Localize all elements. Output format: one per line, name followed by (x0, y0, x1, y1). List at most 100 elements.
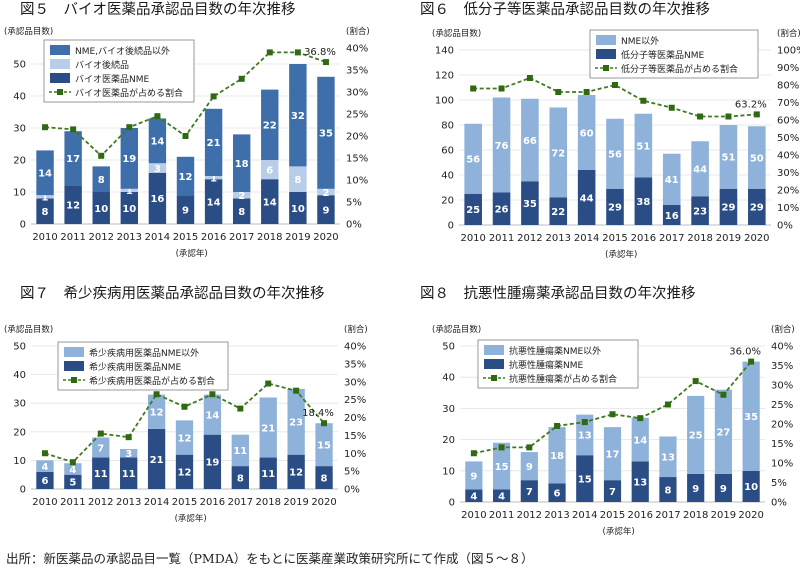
legend-label: バイオ後続品 (75, 59, 129, 71)
x-tick-label: 2014 (572, 510, 597, 521)
ratio-marker (97, 430, 104, 437)
bar-value-label: 51 (636, 141, 650, 152)
bar (289, 192, 307, 224)
ratio-marker (554, 422, 561, 429)
legend-label: 抗悪性腫瘍薬NME (509, 359, 583, 371)
bar (603, 480, 622, 502)
bar (662, 153, 681, 205)
bar (549, 197, 568, 225)
bar (289, 64, 307, 167)
bar (742, 361, 760, 471)
bar (719, 125, 738, 189)
y2-tick-label: 0% (344, 485, 360, 496)
y2-tick-label: 40% (344, 342, 366, 353)
bar-value-label: 4 (69, 465, 76, 476)
y-tick-label: 40 (13, 92, 26, 103)
bar (64, 185, 82, 224)
bar-value-label: 22 (551, 207, 565, 218)
y2-tick-label: 30% (771, 381, 793, 392)
x-axis-title: (承認年) (176, 248, 208, 259)
bar-value-label: 32 (291, 111, 305, 122)
bar (36, 460, 54, 472)
bar-value-label: 50 (750, 153, 764, 164)
y-axis-title: (承認品目数) (432, 324, 481, 335)
bar-value-label: 29 (721, 203, 735, 214)
bar (464, 193, 482, 225)
bar (492, 192, 511, 225)
bar (204, 108, 223, 176)
y-tick-label: 50 (13, 60, 26, 71)
y-tick-label: 20 (13, 156, 26, 167)
legend-swatch (484, 359, 504, 369)
y2-tick-label: 10% (771, 459, 793, 470)
x-tick-label: 2017 (659, 233, 684, 244)
ratio-marker (609, 411, 616, 418)
bar (317, 195, 335, 224)
bar-value-label: 60 (580, 128, 594, 139)
bar (548, 427, 566, 484)
bar (742, 470, 760, 502)
bar-value-label: 13 (661, 453, 675, 464)
ratio-annotation: 63.2% (735, 99, 767, 110)
ratio-marker (470, 85, 477, 92)
bar (261, 160, 279, 180)
x-tick-label: 2017 (655, 510, 680, 521)
legend-marker-swatch (71, 377, 77, 383)
bar (259, 457, 277, 489)
ratio-marker (612, 82, 618, 88)
y2-tick-label: 5% (771, 478, 787, 489)
y-tick-label: 50 (13, 342, 26, 353)
bar-value-label: 21 (150, 455, 164, 466)
x-tick-label: 2016 (200, 497, 225, 508)
bar (748, 126, 766, 189)
chart-title: 図８ 抗悪性腫瘍薬承認品目数の年次推移 (420, 284, 696, 302)
bar (577, 170, 596, 225)
bar (92, 192, 110, 224)
bar-value-label: 1 (126, 186, 133, 197)
bar-value-label: 14 (38, 169, 52, 180)
y-tick-label: 30 (13, 399, 26, 410)
ratio-marker (294, 49, 301, 56)
ratio-marker (664, 401, 671, 408)
x-tick-label: 2020 (744, 233, 769, 244)
ratio-marker (498, 444, 505, 451)
x-tick-label: 2011 (60, 497, 85, 508)
bar (232, 198, 251, 224)
ratio-marker (526, 75, 533, 81)
y2-tick-label: 100% (777, 46, 800, 57)
ratio-marker (720, 391, 727, 398)
bar-value-label: 13 (578, 431, 592, 442)
legend-label: NME,バイオ後続品以外 (75, 45, 170, 57)
x-tick-label: 2014 (145, 232, 170, 243)
y2-tick-label: 5% (346, 198, 362, 209)
bar (176, 195, 195, 224)
x-tick-label: 2018 (257, 232, 282, 243)
bar (317, 76, 335, 189)
bar (148, 172, 167, 224)
y2-tick-label: 70% (777, 98, 799, 109)
x-tick-label: 2019 (716, 233, 741, 244)
ratio-marker (668, 104, 675, 111)
x-tick-label: 2014 (574, 233, 599, 244)
bar (687, 395, 705, 474)
y2-tick-label: 50% (777, 133, 799, 144)
bar-value-label: 8 (98, 175, 105, 186)
ratio-marker (581, 419, 588, 426)
y-tick-label: 0 (448, 221, 454, 232)
legend-box (589, 29, 759, 79)
bar-value-label: 15 (495, 462, 509, 473)
bar (175, 420, 194, 455)
bar (691, 196, 709, 225)
bar-value-label: 1 (42, 193, 49, 204)
x-tick-label: 2020 (313, 232, 338, 243)
bar (259, 397, 277, 458)
bar (92, 437, 110, 458)
ratio-marker (583, 89, 590, 95)
legend-swatch (50, 59, 70, 69)
bar-value-label: 6 (266, 165, 273, 176)
bar (64, 463, 82, 475)
x-tick-label: 2013 (116, 497, 141, 508)
chart-svg-fig8: 図８ 抗悪性腫瘍薬承認品目数の年次推移 (承認品目数) (割合) (承認年) 0 10 20… (420, 284, 795, 537)
bar-value-label: 13 (633, 478, 647, 489)
bar (576, 414, 594, 456)
